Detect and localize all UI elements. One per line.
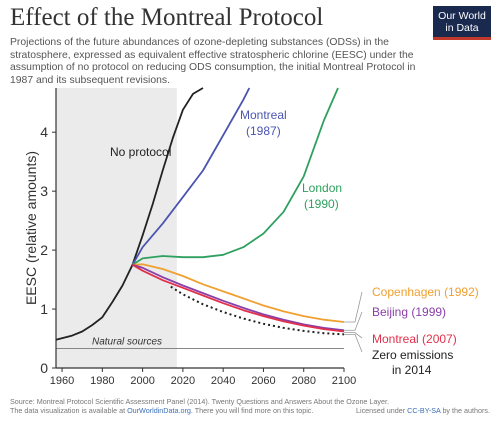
leader-zero	[344, 333, 363, 353]
logo-line1: Our World	[438, 10, 486, 22]
y-tick-label: 2	[40, 242, 48, 258]
source-footer: Source: Montreal Protocol Scientific Ass…	[10, 397, 389, 415]
label-london-1990-line2: (1990)	[304, 197, 339, 211]
x-tick-label: 2000	[130, 375, 154, 387]
x-tick-label: 2020	[171, 375, 195, 387]
label-zero-line2: in 2014	[392, 363, 432, 377]
label-copenhagen-1992: Copenhagen (1992)	[372, 285, 479, 299]
license-link[interactable]: CC-BY-SA	[407, 406, 441, 415]
historical-shade	[56, 88, 177, 368]
chart-title: Effect of the Montreal Protocol	[10, 4, 324, 31]
label-montreal-1987-line2: (1987)	[246, 124, 281, 138]
y-tick-label: 1	[40, 301, 48, 317]
source-text: Source: Montreal Protocol Scientific Ass…	[10, 397, 390, 406]
owid-logo[interactable]: Our World in Data	[433, 6, 491, 40]
x-tick-label: 2100	[332, 375, 356, 387]
y-tick-label: 0	[40, 360, 48, 376]
x-tick-label: 2080	[291, 375, 315, 387]
note-text: The data visualization is available at O…	[10, 406, 389, 415]
label-montreal-2007: Montreal (2007)	[372, 332, 457, 346]
label-no-protocol: No protocol	[110, 145, 171, 159]
license-suffix: by the authors.	[442, 406, 490, 415]
x-tick-label: 1980	[90, 375, 114, 387]
x-tick-label: 2060	[251, 375, 275, 387]
natural-sources-label: Natural sources	[92, 337, 162, 348]
series-line-london-1990	[132, 87, 339, 266]
y-tick-label: 4	[40, 124, 48, 140]
y-tick-label: 3	[40, 183, 48, 199]
series-line-montreal-1987	[131, 87, 251, 266]
leader-montreal-2007	[344, 332, 363, 339]
owid-link[interactable]: OurWorldinData.org	[127, 406, 191, 415]
note-suffix: . There you will find more on this topic…	[190, 406, 314, 415]
x-tick-label: 1960	[50, 375, 74, 387]
license-text: Licensed under CC-BY-SA by the authors.	[356, 406, 490, 415]
logo-line2: in Data	[445, 22, 479, 34]
series-line-beijing-1999	[132, 263, 345, 332]
series-line-copenhagen-1992	[132, 263, 345, 323]
label-beijing-1999: Beijing (1999)	[372, 305, 446, 319]
series-line-zero-emissions-2014	[170, 285, 345, 336]
chart-subtitle: Projections of the future abundances of …	[10, 37, 416, 86]
label-london-1990-line1: London	[302, 181, 342, 195]
series-line-montreal-2007	[132, 264, 345, 333]
y-axis-label: EESC (relative amounts)	[23, 151, 39, 305]
license-prefix: Licensed under	[355, 406, 406, 415]
label-zero-line1: Zero emissions	[372, 348, 453, 362]
leader-beijing	[344, 311, 363, 331]
label-montreal-1987-line1: Montreal	[240, 108, 287, 122]
note-prefix: The data visualization is available at	[10, 406, 126, 415]
leader-copenhagen	[344, 291, 363, 323]
x-tick-label: 2040	[211, 375, 235, 387]
